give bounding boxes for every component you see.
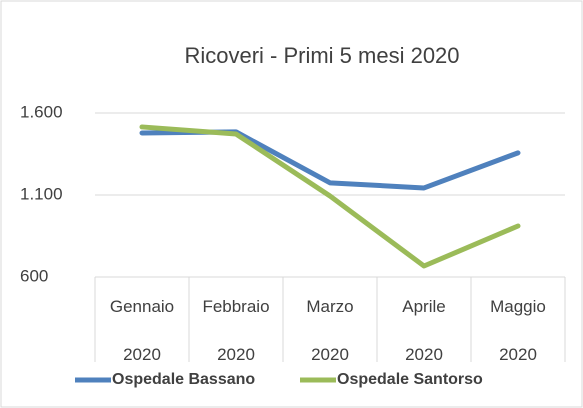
x-tick-label: Maggio 2020 — [490, 297, 546, 364]
legend-label: Ospedale Santorso — [337, 371, 483, 388]
x-tick-label: Aprile 2020 — [402, 297, 446, 364]
series-line — [139, 124, 521, 269]
legend-label: Ospedale Bassano — [112, 371, 255, 388]
x-tick-label: Marzo 2020 — [306, 297, 354, 364]
chart-title: Ricoveri - Primi 5 mesi 2020 — [184, 43, 459, 68]
y-tick-label: 1.100 — [20, 184, 63, 203]
x-tick-label: Febbraio 2020 — [202, 297, 270, 364]
y-tick-label: 600 — [20, 266, 48, 285]
x-tick-label: Gennaio 2020 — [109, 297, 175, 364]
y-tick-label: 1.600 — [20, 102, 63, 121]
